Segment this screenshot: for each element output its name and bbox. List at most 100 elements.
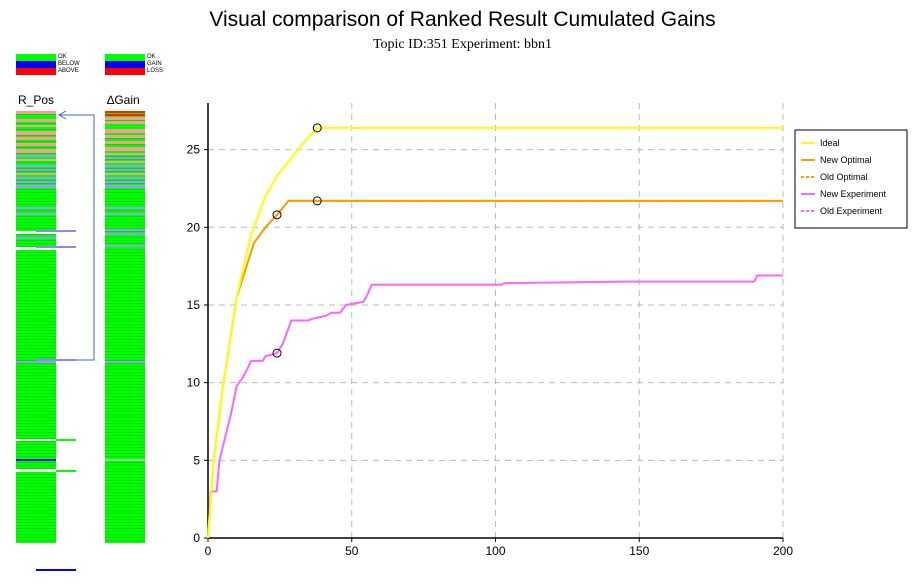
strip-band: [16, 155, 56, 157]
strip-band: [105, 462, 145, 463]
strip-band: [105, 168, 145, 169]
strip-band: [16, 474, 56, 475]
strip-band: [105, 125, 145, 127]
strip-band: [16, 207, 56, 209]
strip-band: [105, 453, 145, 454]
strip-band: [16, 429, 56, 430]
strip-band: [16, 285, 56, 286]
strip-band: [16, 351, 56, 352]
point-marker: [312, 123, 322, 133]
strip-band: [16, 312, 56, 313]
legend-swatch-gain: [105, 61, 145, 68]
strip-band: [16, 279, 56, 280]
strip-band: [16, 225, 56, 226]
strip-band: [16, 291, 56, 292]
strip-band: [16, 366, 56, 367]
strip-band: [16, 255, 56, 256]
strip-band: [105, 138, 145, 139]
strip-band: [105, 396, 145, 397]
strip-band: [16, 339, 56, 340]
strip-band: [105, 339, 145, 340]
rpos-legend: [16, 54, 56, 75]
strip-band: [16, 534, 56, 535]
strip-band: [105, 375, 145, 376]
strip-band: [105, 486, 145, 487]
legend-swatch-ok: [16, 54, 56, 61]
strip-band: [16, 222, 56, 223]
strip-band: [105, 447, 145, 448]
strip-band: [105, 157, 145, 159]
strip-band: [16, 189, 56, 190]
legend-label: New Optimal: [820, 155, 872, 165]
strip-band: [16, 459, 56, 461]
strip-band: [105, 321, 145, 322]
strip-band: [16, 402, 56, 403]
strip-band: [105, 216, 145, 217]
strip-band: [16, 390, 56, 391]
chart-title: Visual comparison of Ranked Result Cumul…: [209, 8, 716, 31]
strip-band: [16, 525, 56, 526]
strip-band: [16, 165, 56, 167]
strip-band: [105, 121, 145, 124]
strip-band: [16, 168, 56, 169]
strip-band: [16, 423, 56, 424]
strip-band: [105, 213, 145, 215]
strip-band: [16, 321, 56, 322]
strip-band: [105, 477, 145, 478]
strip-band: [16, 501, 56, 502]
strip-band: [16, 125, 56, 127]
strip-band: [105, 336, 145, 337]
strip-band: [105, 267, 145, 268]
strip-band: [105, 459, 145, 461]
strip-band: [105, 282, 145, 283]
strip-band: [16, 396, 56, 397]
strip-band: [105, 228, 145, 229]
strip-band: [105, 261, 145, 262]
chart-subtitle: Topic ID:351 Experiment: bbn1: [372, 37, 553, 52]
strip-band: [16, 354, 56, 355]
y-tick-label: 25: [187, 143, 201, 157]
legend-label: Old Optimal: [820, 172, 868, 182]
strip-band: [105, 423, 145, 424]
strip-band: [105, 195, 145, 196]
strip-band: [105, 471, 145, 472]
strip-band: [16, 309, 56, 310]
strip-band: [16, 435, 56, 436]
strip-band: [16, 116, 56, 118]
series-line-ideal: [207, 126, 783, 539]
strip-band: [16, 324, 56, 325]
strip-band: [105, 372, 145, 373]
strip-band: [105, 258, 145, 259]
strip-band: [105, 393, 145, 394]
strip-band: [16, 261, 56, 262]
strip-band: [105, 156, 145, 157]
strip-band: [16, 192, 56, 193]
strip-band: [105, 233, 145, 235]
legend-label-below: BELOW: [58, 61, 80, 67]
strip-band: [16, 519, 56, 520]
strip-band: [16, 303, 56, 304]
rpos-strip: [16, 111, 56, 543]
y-tick-label: 5: [193, 453, 200, 467]
strip-band: [105, 438, 145, 439]
strip-band: [105, 363, 145, 364]
strip-band: [16, 267, 56, 268]
strip-band: [16, 297, 56, 298]
strip-band: [16, 264, 56, 265]
strip-band: [105, 333, 145, 334]
y-tick-label: 10: [187, 376, 201, 390]
x-tick-label: 0: [205, 544, 212, 558]
strip-band: [16, 204, 56, 205]
strip-band: [105, 534, 145, 535]
strip-band: [105, 207, 145, 209]
strip-band: [105, 501, 145, 502]
strip-band: [105, 144, 145, 145]
strip-band: [16, 149, 56, 153]
strip-band: [16, 357, 56, 358]
strip-band: [16, 540, 56, 541]
strip-band: [16, 438, 56, 439]
strip-band: [105, 129, 145, 133]
strip-band: [16, 171, 56, 172]
strip-band: [105, 528, 145, 529]
